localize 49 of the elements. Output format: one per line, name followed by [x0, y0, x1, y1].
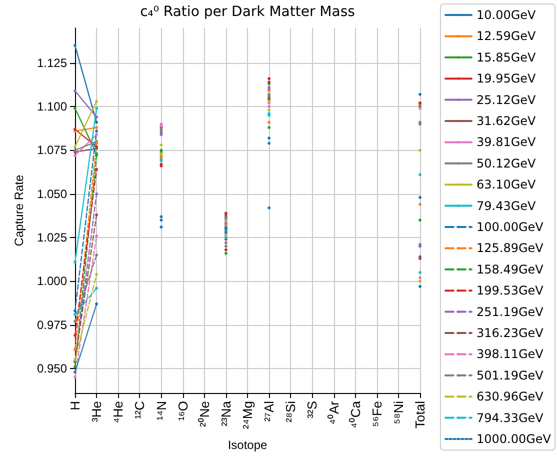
- y-axis-title: Capture Rate: [12, 174, 26, 246]
- x-tick-label: ¹⁶O: [175, 401, 190, 421]
- legend-label: 50.12GeV: [476, 156, 537, 170]
- x-tick-label: ²⁰Ne: [196, 401, 212, 427]
- x-tick-label: ⁴⁰Ca: [348, 400, 363, 428]
- y-tick-label: 0.950: [36, 362, 68, 376]
- x-tick-label: ¹⁴N: [154, 401, 169, 420]
- legend-label: 10.00GeV: [476, 8, 537, 22]
- legend-label: 79.43GeV: [476, 198, 537, 213]
- y-tick-label: 0.975: [36, 318, 68, 332]
- x-tick-label: ⁴⁰Ar: [326, 400, 342, 425]
- chart-title: c₄⁰ Ratio per Dark Matter Mass: [139, 4, 356, 20]
- legend-label: 398.11GeV: [476, 347, 544, 362]
- legend-label: 39.81GeV: [476, 135, 537, 150]
- x-tick-label: ⁵⁸Ni: [390, 400, 406, 424]
- legend-label: 316.23GeV: [476, 326, 544, 340]
- legend-label: 1000.00GeV: [476, 432, 552, 446]
- legend-label: 125.89GeV: [476, 241, 544, 256]
- x-tick-label: ²³Na: [218, 400, 234, 426]
- x-tick-label: ³He: [89, 401, 104, 422]
- x-tick-label: ⁴He: [110, 401, 126, 424]
- legend-label: 630.96GeV: [476, 390, 544, 404]
- y-tick-label: 1.025: [36, 230, 68, 245]
- x-tick-label: H: [68, 401, 82, 410]
- x-tick-label: ²⁷Al: [262, 400, 277, 422]
- x-axis-title: Isotope: [228, 438, 268, 452]
- legend-label: 31.62GeV: [476, 114, 537, 128]
- y-tick-label: 1.000: [36, 274, 68, 288]
- legend-label: 12.59GeV: [476, 29, 537, 44]
- legend-label: 15.85GeV: [476, 50, 537, 64]
- x-tick-label: ³²S: [304, 400, 320, 418]
- y-tick-label: 1.100: [36, 100, 68, 114]
- legend-label: 25.12GeV: [476, 92, 537, 107]
- x-tick-label: ¹²C: [132, 401, 148, 420]
- legend-label: 794.33GeV: [476, 410, 544, 425]
- legend-label: 63.10GeV: [476, 178, 537, 192]
- x-tick-label: ²⁴Mg: [240, 401, 255, 429]
- y-tick-label: 1.075: [36, 143, 68, 158]
- legend-label: 251.19GeV: [476, 304, 544, 319]
- y-tick-label: 1.050: [36, 186, 68, 201]
- legend-label: 19.95GeV: [476, 72, 537, 86]
- legend-label: 501.19GeV: [476, 368, 544, 382]
- y-tick-label: 1.125: [36, 56, 68, 70]
- legend-label: 100.00GeV: [476, 220, 544, 234]
- x-tick-label: ²⁸Si: [283, 400, 298, 422]
- x-tick-label: ⁵⁶Fe: [369, 401, 384, 427]
- legend-label: 199.53GeV: [476, 284, 544, 298]
- x-tick-label: Total: [412, 400, 428, 428]
- legend-label: 158.49GeV: [476, 262, 544, 276]
